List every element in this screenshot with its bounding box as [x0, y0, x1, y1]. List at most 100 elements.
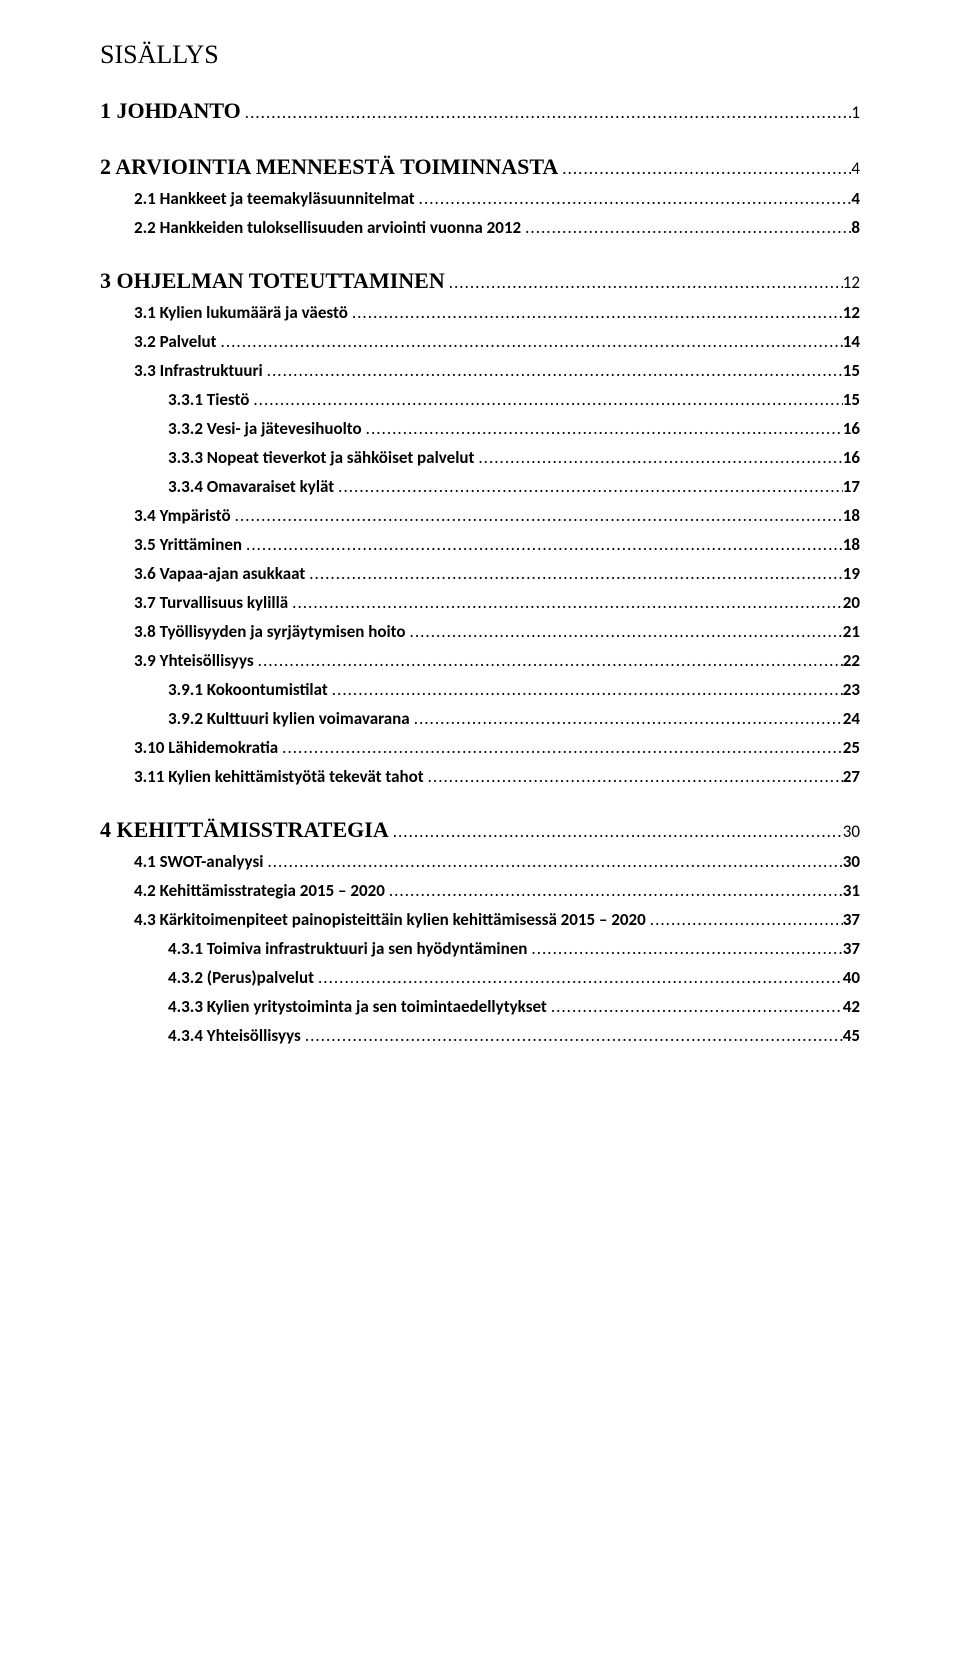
toc-page: 24	[843, 708, 860, 729]
toc-page: 25	[843, 737, 860, 758]
toc-row: 4.3.3 Kylien yritystoiminta ja sen toimi…	[100, 996, 860, 1017]
toc-leader	[389, 821, 843, 842]
toc-page: 18	[843, 534, 860, 555]
toc-row: 3.3.1 Tiestö15	[100, 389, 860, 410]
toc-leader	[385, 880, 843, 901]
toc-row: 1 JOHDANTO 1	[100, 98, 860, 124]
toc-label: 2.1 Hankkeet ja teemakyläsuunnitelmat	[134, 188, 415, 209]
toc-leader	[547, 996, 843, 1017]
toc-row: 4.3.2 (Perus)palvelut 40	[100, 967, 860, 988]
toc-label: 4.3 Kärkitoimenpiteet painopisteittäin k…	[134, 909, 646, 930]
toc-leader	[217, 331, 843, 352]
toc-page: 8	[851, 217, 860, 238]
toc-title: SISÄLLYS	[100, 40, 860, 70]
toc-label: 2.2 Hankkeiden tuloksellisuuden arvioint…	[134, 217, 521, 238]
toc-page: 16	[843, 447, 860, 468]
toc-label: 3.9.1 Kokoontumistilat	[168, 679, 328, 700]
toc-leader	[254, 650, 843, 671]
toc-row: 4.2 Kehittämisstrategia 2015 – 2020 31	[100, 880, 860, 901]
toc-page: 21	[843, 621, 860, 642]
toc-page: 30	[843, 821, 860, 842]
toc-page: 17	[843, 476, 860, 497]
toc-leader	[314, 967, 843, 988]
toc-leader	[521, 217, 851, 238]
toc-leader	[231, 505, 843, 526]
toc-label: 3.9 Yhteisöllisyys	[134, 650, 254, 671]
toc-page: 12	[843, 272, 860, 293]
toc-page: 37	[843, 909, 860, 930]
toc-page: 4	[851, 158, 860, 179]
toc-page: 27	[843, 766, 860, 787]
toc-row: 3.8 Työllisyyden ja syrjäytymisen hoito 2…	[100, 621, 860, 642]
toc-page: 37	[843, 938, 860, 959]
toc-row: 3.10 Lähidemokratia 25	[100, 737, 860, 758]
toc-label: 3.10 Lähidemokratia	[134, 737, 278, 758]
toc-leader	[415, 188, 852, 209]
toc-page: 23	[843, 679, 860, 700]
toc-leader	[278, 737, 843, 758]
toc-row: 4.3.4 Yhteisöllisyys 45	[100, 1025, 860, 1046]
toc-label: 3.6 Vapaa-ajan asukkaat	[134, 563, 305, 584]
toc-page: 45	[843, 1025, 860, 1046]
toc-label: 3.3.3 Nopeat tieverkot ja sähköiset palv…	[168, 447, 474, 468]
toc-leader	[263, 851, 842, 872]
toc-row: 3.3.2 Vesi- ja jätevesihuolto 16	[100, 418, 860, 439]
toc-label: 4.3.4 Yhteisöllisyys	[168, 1025, 301, 1046]
toc-row: 3.9.2 Kulttuuri kylien voimavarana 24	[100, 708, 860, 729]
toc-leader	[646, 909, 843, 930]
toc-page: 19	[843, 563, 860, 584]
toc-label: 3.3.4 Omavaraiset kylät	[168, 476, 334, 497]
toc-page: 22	[843, 650, 860, 671]
toc-leader	[474, 447, 842, 468]
toc-label: 3.2 Palvelut	[134, 331, 217, 352]
toc-page: 1	[851, 102, 860, 123]
toc-row: 2 ARVIOINTIA MENNEESTÄ TOIMINNASTA4	[100, 154, 860, 180]
toc-leader	[334, 476, 843, 497]
toc-row: 3.9.1 Kokoontumistilat 23	[100, 679, 860, 700]
toc-label: 3 OHJELMAN TOTEUTTAMINEN	[100, 268, 445, 294]
toc-label: 1 JOHDANTO	[100, 98, 241, 124]
toc-row: 3.3 Infrastruktuuri 15	[100, 360, 860, 381]
toc-leader	[558, 158, 851, 179]
toc-row: 2.1 Hankkeet ja teemakyläsuunnitelmat4	[100, 188, 860, 209]
toc-row: 4.1 SWOT-analyysi30	[100, 851, 860, 872]
toc-label: 3.3.2 Vesi- ja jätevesihuolto	[168, 418, 362, 439]
toc-label: 3.1 Kylien lukumäärä ja väestö	[134, 302, 348, 323]
toc-leader	[424, 766, 843, 787]
toc-row: 3 OHJELMAN TOTEUTTAMINEN 12	[100, 268, 860, 294]
toc-row: 3.1 Kylien lukumäärä ja väestö 12	[100, 302, 860, 323]
toc-page: 14	[843, 331, 860, 352]
toc-page: 40	[843, 967, 860, 988]
toc-leader	[445, 272, 843, 293]
toc-page: 15	[843, 389, 860, 410]
toc-page: 30	[843, 851, 860, 872]
toc-label: 3.3 Infrastruktuuri	[134, 360, 263, 381]
toc-label: 3.7 Turvallisuus kylillä	[134, 592, 288, 613]
toc-row: 4.3 Kärkitoimenpiteet painopisteittäin k…	[100, 909, 860, 930]
toc-leader	[328, 679, 843, 700]
toc-page: 16	[843, 418, 860, 439]
toc-row: 3.2 Palvelut 14	[100, 331, 860, 352]
toc-leader	[362, 418, 843, 439]
toc-row: 3.7 Turvallisuus kylillä 20	[100, 592, 860, 613]
toc-leader	[241, 102, 852, 123]
toc-row: 3.6 Vapaa-ajan asukkaat 19	[100, 563, 860, 584]
toc-row: 3.11 Kylien kehittämistyötä tekevät taho…	[100, 766, 860, 787]
toc-label: 3.8 Työllisyyden ja syrjäytymisen hoito	[134, 621, 406, 642]
toc-label: 3.9.2 Kulttuuri kylien voimavarana	[168, 708, 410, 729]
toc-leader	[305, 563, 843, 584]
toc-page: 12	[843, 302, 860, 323]
toc-row: 3.4 Ympäristö18	[100, 505, 860, 526]
toc-row: 3.9 Yhteisöllisyys 22	[100, 650, 860, 671]
toc-row: 2.2 Hankkeiden tuloksellisuuden arvioint…	[100, 217, 860, 238]
toc-leader	[406, 621, 843, 642]
toc-label: 4.3.2 (Perus)palvelut	[168, 967, 314, 988]
toc-leader	[348, 302, 843, 323]
toc-label: 4.3.1 Toimiva infrastruktuuri ja sen hyö…	[168, 938, 527, 959]
toc-page: 15	[843, 360, 860, 381]
toc-label: 4.2 Kehittämisstrategia 2015 – 2020	[134, 880, 385, 901]
toc-page: 20	[843, 592, 860, 613]
toc-page: 31	[843, 880, 860, 901]
toc-label: 4 KEHITTÄMISSTRATEGIA	[100, 817, 389, 843]
toc-leader	[288, 592, 843, 613]
